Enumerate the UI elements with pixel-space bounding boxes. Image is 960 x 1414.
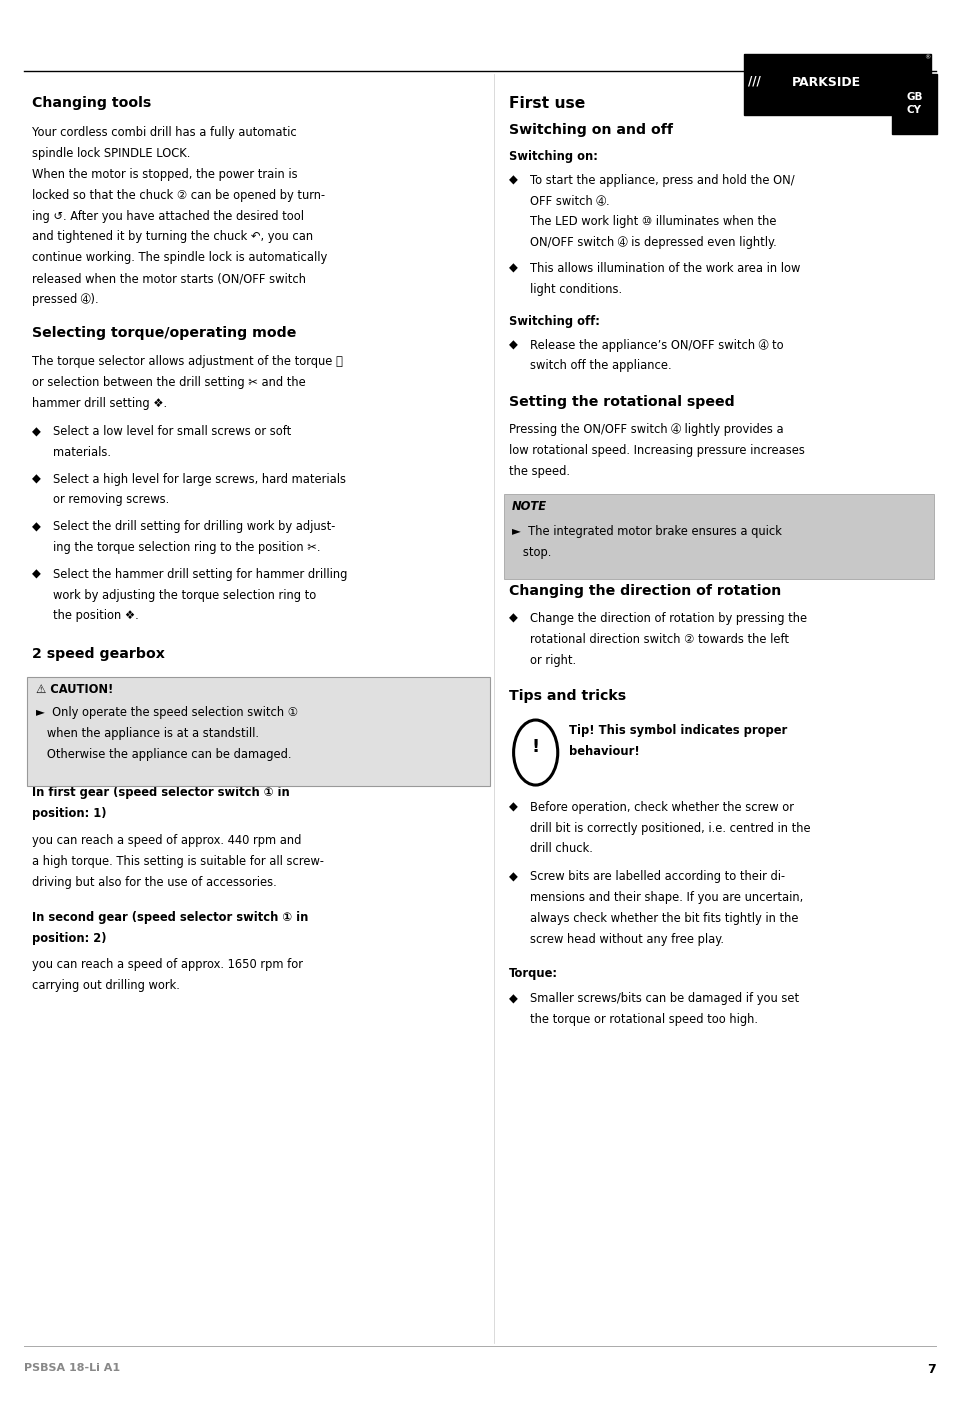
- Text: or removing screws.: or removing screws.: [53, 493, 169, 506]
- Text: you can reach a speed of approx. 440 rpm and: you can reach a speed of approx. 440 rpm…: [32, 834, 301, 847]
- Text: ing ↺. After you have attached the desired tool: ing ↺. After you have attached the desir…: [32, 209, 303, 222]
- Text: Setting the rotational speed: Setting the rotational speed: [509, 395, 734, 409]
- Text: spindle lock SPINDLE LOCK.: spindle lock SPINDLE LOCK.: [32, 147, 190, 160]
- Text: materials.: materials.: [53, 445, 110, 460]
- Text: the torque or rotational speed too high.: the torque or rotational speed too high.: [530, 1012, 758, 1027]
- Text: ing the torque selection ring to the position ✂.: ing the torque selection ring to the pos…: [53, 542, 321, 554]
- Text: ◆: ◆: [509, 338, 517, 352]
- Text: when the appliance is at a standstill.: when the appliance is at a standstill.: [36, 727, 258, 741]
- Text: PSBSA 18-Li A1: PSBSA 18-Li A1: [24, 1363, 120, 1373]
- Text: pressed ➃).: pressed ➃).: [32, 293, 98, 307]
- Text: Before operation, check whether the screw or: Before operation, check whether the scre…: [530, 800, 794, 813]
- Text: and tightened it by turning the chuck ↶, you can: and tightened it by turning the chuck ↶,…: [32, 230, 313, 243]
- FancyBboxPatch shape: [744, 54, 931, 115]
- FancyBboxPatch shape: [744, 54, 791, 115]
- Text: ///: ///: [748, 75, 760, 88]
- Text: drill bit is correctly positioned, i.e. centred in the: drill bit is correctly positioned, i.e. …: [530, 822, 810, 834]
- Text: OFF switch ➃.: OFF switch ➃.: [530, 195, 610, 208]
- Text: ◆: ◆: [509, 993, 517, 1005]
- Text: !: !: [532, 738, 540, 756]
- Text: driving but also for the use of accessories.: driving but also for the use of accessor…: [32, 875, 276, 888]
- Text: Switching on and off: Switching on and off: [509, 123, 673, 137]
- Text: ON/OFF switch ➃ is depressed even lightly.: ON/OFF switch ➃ is depressed even lightl…: [530, 236, 777, 249]
- Text: carrying out drilling work.: carrying out drilling work.: [32, 978, 180, 993]
- Text: NOTE: NOTE: [512, 499, 547, 513]
- Text: ◆: ◆: [509, 800, 517, 813]
- Text: position: 1): position: 1): [32, 807, 107, 820]
- Text: Select a high level for large screws, hard materials: Select a high level for large screws, ha…: [53, 472, 346, 485]
- Text: stop.: stop.: [512, 546, 551, 559]
- Text: ◆: ◆: [32, 567, 40, 581]
- Text: Switching off:: Switching off:: [509, 315, 600, 328]
- Text: rotational direction switch ② towards the left: rotational direction switch ② towards th…: [530, 633, 789, 646]
- Text: ►  Only operate the speed selection switch ①: ► Only operate the speed selection switc…: [36, 707, 298, 720]
- Text: ⚠ CAUTION!: ⚠ CAUTION!: [36, 683, 113, 696]
- Text: you can reach a speed of approx. 1650 rpm for: you can reach a speed of approx. 1650 rp…: [32, 959, 302, 971]
- Text: Change the direction of rotation by pressing the: Change the direction of rotation by pres…: [530, 612, 807, 625]
- Text: Torque:: Torque:: [509, 967, 558, 980]
- Text: or selection between the drill setting ✂ and the: or selection between the drill setting ✂…: [32, 376, 305, 389]
- Text: Changing tools: Changing tools: [32, 96, 151, 110]
- Text: the speed.: the speed.: [509, 465, 570, 478]
- Text: drill chuck.: drill chuck.: [530, 843, 592, 855]
- FancyBboxPatch shape: [504, 493, 934, 580]
- Text: The torque selector allows adjustment of the torque ⑬: The torque selector allows adjustment of…: [32, 355, 343, 368]
- Text: ®: ®: [924, 55, 930, 61]
- Text: position: 2): position: 2): [32, 932, 107, 945]
- Text: Switching on:: Switching on:: [509, 150, 598, 163]
- Text: Smaller screws/bits can be damaged if you set: Smaller screws/bits can be damaged if yo…: [530, 993, 799, 1005]
- Text: behaviour!: behaviour!: [569, 745, 640, 758]
- Text: hammer drill setting ❖.: hammer drill setting ❖.: [32, 397, 167, 410]
- Text: GB
CY: GB CY: [906, 92, 923, 115]
- Text: When the motor is stopped, the power train is: When the motor is stopped, the power tra…: [32, 168, 298, 181]
- Text: or right.: or right.: [530, 653, 576, 667]
- Text: Select a low level for small screws or soft: Select a low level for small screws or s…: [53, 426, 291, 438]
- Text: To start the appliance, press and hold the ON/: To start the appliance, press and hold t…: [530, 174, 795, 187]
- Text: a high torque. This setting is suitable for all screw-: a high torque. This setting is suitable …: [32, 854, 324, 868]
- Text: ◆: ◆: [509, 262, 517, 274]
- Text: In second gear (speed selector switch ① in: In second gear (speed selector switch ① …: [32, 911, 308, 923]
- Text: always check whether the bit fits tightly in the: always check whether the bit fits tightl…: [530, 912, 799, 925]
- Text: work by adjusting the torque selection ring to: work by adjusting the torque selection r…: [53, 588, 316, 601]
- Text: In first gear (speed selector switch ① in: In first gear (speed selector switch ① i…: [32, 786, 289, 799]
- Text: Select the drill setting for drilling work by adjust-: Select the drill setting for drilling wo…: [53, 520, 335, 533]
- Text: ◆: ◆: [32, 426, 40, 438]
- Text: PARKSIDE: PARKSIDE: [792, 76, 861, 89]
- Text: released when the motor starts (ON/OFF switch: released when the motor starts (ON/OFF s…: [32, 273, 305, 286]
- Text: light conditions.: light conditions.: [530, 283, 622, 296]
- Text: ◆: ◆: [32, 472, 40, 485]
- Text: First use: First use: [509, 96, 585, 112]
- Text: ►  The integrated motor brake ensures a quick: ► The integrated motor brake ensures a q…: [512, 525, 781, 537]
- Text: ◆: ◆: [32, 520, 40, 533]
- Text: Otherwise the appliance can be damaged.: Otherwise the appliance can be damaged.: [36, 748, 291, 761]
- Text: Screw bits are labelled according to their di-: Screw bits are labelled according to the…: [530, 871, 785, 884]
- Text: 7: 7: [927, 1363, 936, 1376]
- Text: screw head without any free play.: screw head without any free play.: [530, 933, 724, 946]
- Text: Your cordless combi drill has a fully automatic: Your cordless combi drill has a fully au…: [32, 126, 297, 139]
- Text: Changing the direction of rotation: Changing the direction of rotation: [509, 584, 781, 598]
- Text: Pressing the ON/OFF switch ➃ lightly provides a: Pressing the ON/OFF switch ➃ lightly pro…: [509, 423, 783, 436]
- Text: Tip! This symbol indicates proper: Tip! This symbol indicates proper: [569, 724, 787, 737]
- Text: This allows illumination of the work area in low: This allows illumination of the work are…: [530, 262, 801, 274]
- Text: low rotational speed. Increasing pressure increases: low rotational speed. Increasing pressur…: [509, 444, 804, 457]
- Text: ◆: ◆: [509, 612, 517, 625]
- Text: Selecting torque/operating mode: Selecting torque/operating mode: [32, 325, 296, 339]
- Text: 2 speed gearbox: 2 speed gearbox: [32, 648, 164, 662]
- FancyBboxPatch shape: [892, 74, 937, 134]
- Text: continue working. The spindle lock is automatically: continue working. The spindle lock is au…: [32, 252, 327, 264]
- Text: the position ❖.: the position ❖.: [53, 609, 138, 622]
- Text: locked so that the chuck ② can be opened by turn-: locked so that the chuck ② can be opened…: [32, 188, 324, 202]
- Text: mensions and their shape. If you are uncertain,: mensions and their shape. If you are unc…: [530, 891, 804, 905]
- Text: The LED work light ⑩ illuminates when the: The LED work light ⑩ illuminates when th…: [530, 215, 777, 229]
- Text: switch off the appliance.: switch off the appliance.: [530, 359, 672, 372]
- Text: ◆: ◆: [509, 871, 517, 884]
- Text: Tips and tricks: Tips and tricks: [509, 689, 626, 703]
- FancyBboxPatch shape: [27, 677, 490, 786]
- Text: Release the appliance’s ON/OFF switch ➃ to: Release the appliance’s ON/OFF switch ➃ …: [530, 338, 783, 352]
- Text: ◆: ◆: [509, 174, 517, 187]
- Text: Select the hammer drill setting for hammer drilling: Select the hammer drill setting for hamm…: [53, 567, 348, 581]
